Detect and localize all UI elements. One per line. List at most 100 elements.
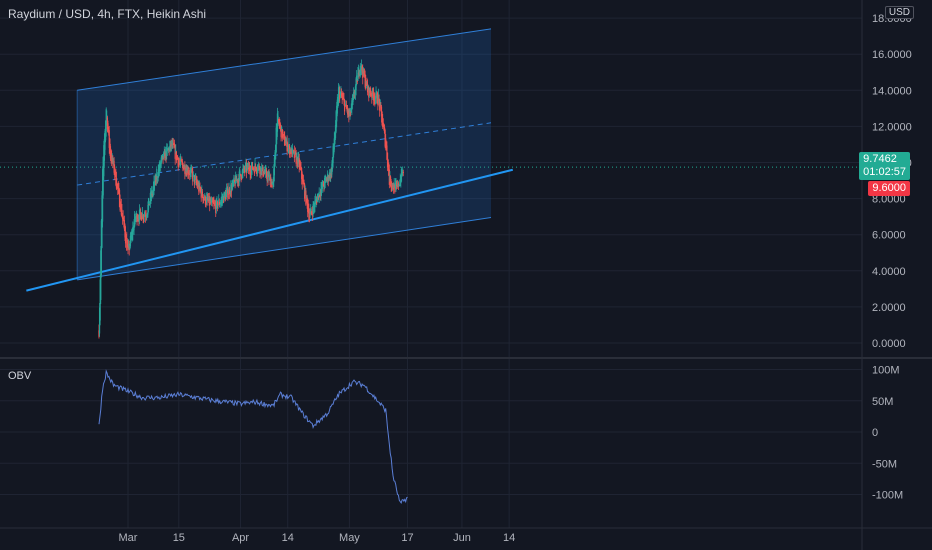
candle-body — [337, 100, 339, 107]
candle-body — [177, 158, 179, 167]
regression-channel — [0, 28, 862, 292]
candle-body — [180, 160, 182, 162]
candle-body — [322, 183, 325, 186]
candle-body — [195, 178, 197, 180]
candle-body — [392, 186, 395, 190]
candle-body — [254, 163, 256, 171]
candle-body — [126, 237, 128, 251]
candle-body — [293, 150, 295, 158]
candle-body — [142, 215, 144, 219]
candle-body — [111, 157, 113, 160]
x-tick-label: 17 — [401, 532, 413, 544]
candle-body — [216, 199, 218, 205]
candle-body — [294, 152, 297, 154]
candle-body — [176, 155, 178, 158]
candle-body — [216, 202, 219, 209]
candle-body — [384, 130, 386, 147]
candle-body — [127, 245, 129, 248]
candle-body — [192, 171, 194, 182]
y-tick-label: 0.0000 — [872, 338, 906, 350]
candle-body — [271, 181, 273, 188]
candle-body — [162, 156, 164, 160]
candle-body — [199, 186, 201, 190]
obv-label: OBV — [8, 370, 32, 382]
candle-body — [356, 75, 358, 85]
candle-body — [206, 197, 208, 203]
candle-body — [239, 173, 242, 176]
candle-body — [383, 127, 386, 133]
candle-body — [189, 170, 191, 174]
candle-body — [261, 167, 263, 172]
candle-body — [203, 197, 205, 200]
candle-body — [104, 131, 106, 150]
candle-body — [290, 147, 292, 152]
candle-body — [362, 68, 364, 74]
candle-body — [378, 98, 380, 102]
candle-body — [120, 204, 122, 206]
candle-body — [215, 205, 217, 213]
candle-body — [152, 185, 155, 192]
candle-body — [221, 197, 223, 202]
candle-body — [271, 183, 274, 185]
candle-body — [214, 204, 216, 206]
candle-body — [318, 191, 320, 198]
candle-body — [336, 99, 338, 114]
candle-body — [234, 180, 236, 187]
candle-body — [354, 93, 356, 96]
candle-body — [147, 204, 149, 215]
candle-body — [175, 150, 177, 153]
candle-body — [196, 180, 198, 185]
candle-body — [258, 165, 260, 170]
candle-body — [379, 99, 381, 111]
candle-body — [236, 179, 239, 183]
candle-body — [135, 212, 138, 218]
candle-body — [143, 214, 145, 218]
candle-body — [292, 150, 294, 152]
candle-body — [186, 170, 188, 176]
candle-body — [108, 127, 110, 134]
candle-body — [183, 165, 185, 168]
candle-body — [329, 175, 331, 179]
candle-body — [210, 201, 212, 204]
candle-body — [255, 167, 257, 169]
candle-body — [313, 205, 315, 209]
candle-body — [351, 100, 353, 111]
candle-body — [368, 87, 370, 93]
candle-body — [149, 201, 151, 205]
candle-body — [270, 177, 272, 188]
candle-body — [279, 122, 281, 126]
candle-body — [273, 157, 276, 176]
candle-body — [224, 194, 227, 200]
candle-body — [326, 178, 328, 181]
candle-body — [249, 168, 251, 175]
candle-body — [170, 140, 173, 146]
currency-button[interactable]: USD — [884, 6, 914, 19]
candle-body — [302, 179, 305, 185]
candle-body — [108, 130, 110, 148]
candle-body — [312, 204, 314, 214]
x-tick-label: 15 — [173, 532, 185, 544]
candle-body — [379, 104, 381, 106]
candle-body — [121, 213, 124, 220]
obv-tick-label: 50M — [872, 396, 893, 408]
candle-body — [109, 139, 111, 154]
candle-body — [124, 224, 126, 238]
candle-body — [184, 170, 187, 174]
candle-body — [204, 196, 207, 205]
candle-body — [287, 146, 289, 150]
candle-body — [207, 199, 210, 202]
candle-body — [275, 127, 277, 153]
candle-body — [303, 182, 305, 187]
candle-body — [156, 177, 158, 179]
candle-body — [273, 168, 275, 183]
candle-body — [160, 157, 162, 164]
candle-body — [363, 73, 366, 76]
candle-body — [286, 141, 288, 152]
candle-body — [317, 193, 319, 200]
candle-body — [264, 173, 266, 175]
candle-body — [348, 113, 351, 116]
candle-body — [383, 124, 385, 130]
candle-body — [399, 178, 401, 185]
candle-body — [401, 173, 403, 176]
